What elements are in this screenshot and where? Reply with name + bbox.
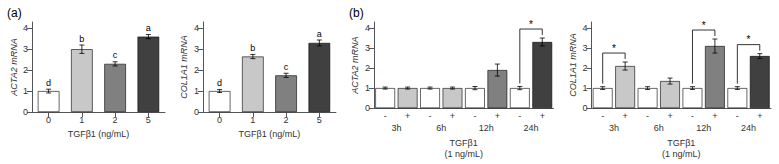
svg-text:TGFβ1: TGFβ1 xyxy=(667,138,695,148)
svg-text:1: 1 xyxy=(23,86,28,96)
svg-text:-: - xyxy=(736,111,739,121)
svg-text:(a): (a) xyxy=(7,6,22,20)
svg-text:3: 3 xyxy=(365,43,370,53)
svg-text:-: - xyxy=(518,111,521,121)
svg-text:-: - xyxy=(473,111,476,121)
svg-text:c: c xyxy=(113,50,118,60)
svg-text:COL1A1 mRNA: COL1A1 mRNA xyxy=(568,33,578,97)
svg-text:-: - xyxy=(384,111,387,121)
svg-text:3h: 3h xyxy=(609,123,619,133)
svg-text:COL1A1 mRNA: COL1A1 mRNA xyxy=(179,35,189,99)
svg-text:0: 0 xyxy=(217,115,222,125)
svg-text:*: * xyxy=(747,34,751,45)
svg-text:b: b xyxy=(250,43,255,53)
svg-text:ACTA2 mRNA: ACTA2 mRNA xyxy=(9,38,19,96)
svg-text:+: + xyxy=(495,111,500,121)
svg-text:12h: 12h xyxy=(696,123,711,133)
svg-text:+: + xyxy=(450,111,455,121)
svg-text:-: - xyxy=(429,111,432,121)
svg-text:0: 0 xyxy=(46,115,51,125)
svg-text:24h: 24h xyxy=(741,123,756,133)
svg-text:1: 1 xyxy=(79,115,84,125)
svg-text:2: 2 xyxy=(365,63,370,73)
svg-text:+: + xyxy=(712,111,717,121)
svg-text:d: d xyxy=(217,78,222,88)
svg-text:2: 2 xyxy=(113,115,118,125)
svg-text:2: 2 xyxy=(194,65,199,75)
svg-text:2: 2 xyxy=(284,115,289,125)
svg-text:+: + xyxy=(540,111,545,121)
svg-text:4: 4 xyxy=(582,23,587,33)
svg-text:5: 5 xyxy=(146,115,151,125)
svg-text:12h: 12h xyxy=(479,123,494,133)
svg-text:2: 2 xyxy=(23,65,28,75)
svg-text:TGFβ1: TGFβ1 xyxy=(450,138,478,148)
svg-text:ACTA2 mRNA: ACTA2 mRNA xyxy=(350,36,360,94)
svg-text:b: b xyxy=(79,34,84,44)
svg-text:*: * xyxy=(529,19,533,30)
svg-text:1: 1 xyxy=(194,86,199,96)
svg-text:a: a xyxy=(146,23,151,33)
svg-text:-: - xyxy=(691,111,694,121)
svg-text:1: 1 xyxy=(365,83,370,93)
svg-text:3: 3 xyxy=(194,44,199,54)
svg-text:+: + xyxy=(757,111,762,121)
svg-text:+: + xyxy=(405,111,410,121)
svg-text:5: 5 xyxy=(317,115,322,125)
svg-text:c: c xyxy=(284,62,289,72)
svg-text:TGFβ1 (ng/mL): TGFβ1 (ng/mL) xyxy=(68,129,130,139)
svg-text:2: 2 xyxy=(582,63,587,73)
svg-text:*: * xyxy=(612,43,616,54)
svg-text:1: 1 xyxy=(250,115,255,125)
svg-text:-: - xyxy=(646,111,649,121)
svg-text:1: 1 xyxy=(582,83,587,93)
svg-text:4: 4 xyxy=(23,23,28,33)
svg-text:-: - xyxy=(601,111,604,121)
svg-text:3h: 3h xyxy=(391,123,401,133)
svg-text:(1 ng/mL): (1 ng/mL) xyxy=(444,149,483,159)
svg-text:4: 4 xyxy=(365,23,370,33)
svg-text:a: a xyxy=(317,29,322,39)
svg-text:0: 0 xyxy=(365,103,370,113)
svg-text:d: d xyxy=(46,78,51,88)
svg-text:3: 3 xyxy=(23,44,28,54)
svg-text:6h: 6h xyxy=(654,123,664,133)
svg-text:+: + xyxy=(667,111,672,121)
svg-text:0: 0 xyxy=(194,107,199,117)
svg-text:TGFβ1 (ng/mL): TGFβ1 (ng/mL) xyxy=(239,129,301,139)
svg-text:4: 4 xyxy=(194,23,199,33)
svg-text:6h: 6h xyxy=(436,123,446,133)
svg-text:0: 0 xyxy=(582,103,587,113)
svg-text:(1 ng/mL): (1 ng/mL) xyxy=(662,149,701,159)
svg-text:3: 3 xyxy=(582,43,587,53)
svg-text:(b): (b) xyxy=(349,6,364,20)
svg-text:+: + xyxy=(623,111,628,121)
svg-text:*: * xyxy=(702,20,706,31)
svg-text:0: 0 xyxy=(23,107,28,117)
svg-text:24h: 24h xyxy=(524,123,539,133)
